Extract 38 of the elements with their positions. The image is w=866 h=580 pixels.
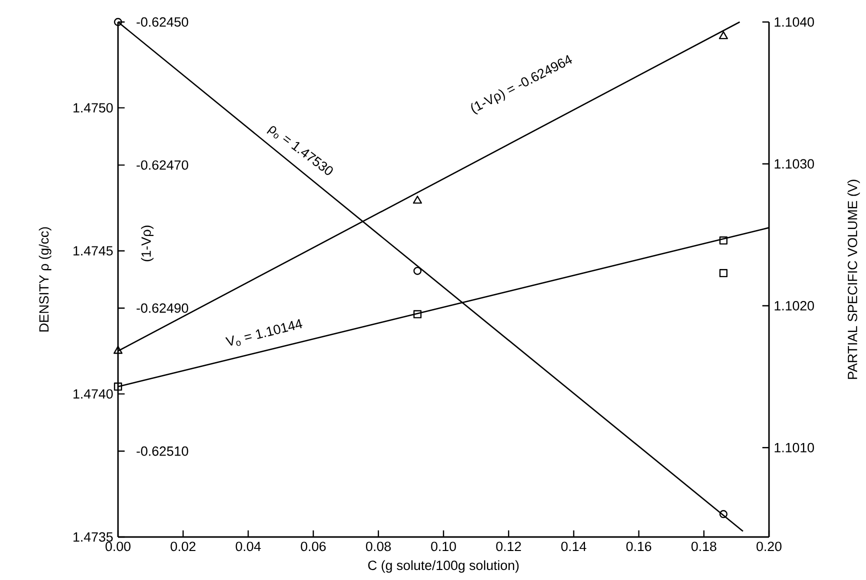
- x-tick-label: 0.18: [691, 542, 716, 552]
- x-tick-label: 0.04: [236, 542, 261, 552]
- x-tick-label: 0.02: [170, 542, 196, 552]
- y2-tick-label: 1.1030: [774, 159, 814, 169]
- y3-tick-label: -0.62450: [136, 17, 188, 27]
- point: [114, 382, 122, 391]
- point: [114, 18, 122, 26]
- annotation: V$_{o}$ = 1.10144: [225, 319, 302, 346]
- point: [413, 310, 422, 318]
- point: [719, 236, 728, 245]
- y-tick-label: 1.4750: [74, 103, 113, 113]
- y2-tick-label: 1.1020: [774, 301, 814, 310]
- y3-axis-title: (1-Vρ): [141, 226, 154, 262]
- x-tick-label: 0.10: [431, 542, 456, 552]
- y2-tick-label: 1.1010: [774, 442, 814, 452]
- y-tick-label: 1.4745: [74, 246, 113, 256]
- x-tick-label: 0.00: [106, 542, 130, 552]
- y-tick-label: 1.4735: [74, 532, 113, 542]
- x-tick-label: 0.14: [561, 542, 586, 552]
- x-tick-label: 0.20: [756, 542, 782, 552]
- x-axis-title: C (g solute/100g solution): [368, 560, 519, 573]
- y3-tick-label: -0.62490: [136, 303, 188, 313]
- y-axis-title: DENSITY ρ (g/cc): [38, 227, 52, 332]
- point: [719, 269, 728, 278]
- y-tick-label: 1.4740: [74, 389, 113, 399]
- point: [719, 510, 728, 518]
- y3-tick-label: -0.62470: [136, 160, 188, 170]
- x-tick-label: 0.16: [626, 542, 652, 552]
- y3-tick-label: -0.62510: [136, 446, 188, 456]
- point: [413, 266, 422, 275]
- point: [718, 31, 728, 40]
- x-tick-label: 0.12: [496, 542, 521, 552]
- x-tick-label: 0.08: [366, 542, 391, 552]
- y2-axis-title: PARTIAL SPECIFIC VOLUME (V): [847, 180, 860, 379]
- point: [412, 196, 422, 204]
- point: [113, 346, 123, 354]
- x-tick-label: 0.06: [300, 542, 326, 552]
- y2-tick-label: 1.1040: [774, 17, 814, 27]
